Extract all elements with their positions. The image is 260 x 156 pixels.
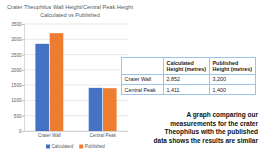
tick: 3000 bbox=[11, 37, 24, 42]
legend-item: Published bbox=[79, 144, 105, 149]
table-cell: 1,400 bbox=[210, 84, 256, 94]
tick: 0 bbox=[19, 129, 24, 134]
tick-mark bbox=[22, 116, 24, 117]
y-axis: 0 500 1000 1500 2000 2500 3000 3500 bbox=[11, 22, 24, 134]
axis-line bbox=[22, 25, 25, 132]
tick-mark bbox=[22, 85, 24, 86]
data-table: Calculated Height (metres)Published Heig… bbox=[121, 57, 256, 95]
table-header: Calculated Height (metres)Published Heig… bbox=[122, 58, 256, 75]
tick-label: 2500 bbox=[11, 53, 22, 58]
table-cell: 2,852 bbox=[164, 74, 210, 84]
bar bbox=[103, 88, 117, 131]
legend-item: Calculated bbox=[46, 144, 74, 149]
tick-mark bbox=[22, 24, 24, 25]
tick-label: Central Peak bbox=[89, 133, 116, 138]
header-cell: Calculated Height (metres) bbox=[164, 58, 210, 75]
legend-swatch bbox=[79, 145, 83, 149]
caption-line: measurements for the crater bbox=[154, 120, 258, 129]
tick-mark bbox=[22, 100, 24, 101]
tick: 500 bbox=[14, 114, 24, 119]
table-cell: 3,200 bbox=[210, 74, 256, 84]
grid bbox=[24, 24, 128, 131]
caption-line: A graph comparing our bbox=[154, 111, 258, 120]
table-cell: 1,411 bbox=[164, 84, 210, 94]
x-axis: Crater Wall Central Peak bbox=[25, 131, 129, 138]
caption-line: data shows the results are similar bbox=[154, 137, 258, 146]
tick-mark bbox=[22, 39, 24, 40]
tick-label: Crater Wall bbox=[38, 133, 61, 138]
tick-mark bbox=[22, 70, 24, 71]
caption: A graph comparing ourmeasurements for th… bbox=[154, 111, 258, 145]
tick: Central Peak bbox=[89, 131, 116, 138]
tick: 2500 bbox=[11, 53, 24, 58]
table-cell: Crater Wall bbox=[122, 74, 164, 84]
tick-label: 1000 bbox=[11, 98, 22, 103]
bar bbox=[50, 33, 64, 131]
table-cell: Central Peak bbox=[122, 84, 164, 94]
table-row: Crater Wall2,8523,200 bbox=[122, 74, 256, 84]
tick: 3500 bbox=[11, 22, 24, 27]
table-row: Central Peak1,4111,400 bbox=[122, 84, 256, 94]
bars bbox=[35, 33, 116, 131]
legend: Calculated Published bbox=[46, 144, 105, 149]
grid-line bbox=[24, 39, 128, 40]
tick-mark bbox=[22, 131, 24, 132]
tick: Crater Wall bbox=[38, 131, 61, 138]
bar bbox=[35, 44, 49, 131]
grid-line bbox=[24, 24, 128, 25]
legend-label: Calculated bbox=[52, 144, 74, 149]
tick-label: 1500 bbox=[11, 83, 22, 88]
header-cell bbox=[122, 58, 164, 75]
caption-line: Theophilus with the published bbox=[154, 128, 258, 137]
tick: 1000 bbox=[11, 98, 24, 103]
bar bbox=[89, 88, 103, 131]
tick: 2000 bbox=[11, 68, 24, 73]
title: Crater Theophilus Wall Height/Central Pe… bbox=[7, 4, 133, 10]
tick: 1500 bbox=[11, 83, 24, 88]
tick-label: 3500 bbox=[11, 22, 22, 27]
tick-label: 500 bbox=[14, 114, 22, 119]
tick-mark bbox=[22, 55, 24, 56]
tick-label: 3000 bbox=[11, 37, 22, 42]
subtitle: Calculated vs Published bbox=[40, 12, 100, 18]
header-cell: Published Height (metres) bbox=[210, 58, 256, 75]
legend-swatch bbox=[46, 145, 50, 149]
axis-line bbox=[25, 131, 129, 132]
legend-label: Published bbox=[85, 144, 106, 149]
tick-label: 2000 bbox=[11, 68, 22, 73]
tick-label: 0 bbox=[19, 129, 22, 134]
